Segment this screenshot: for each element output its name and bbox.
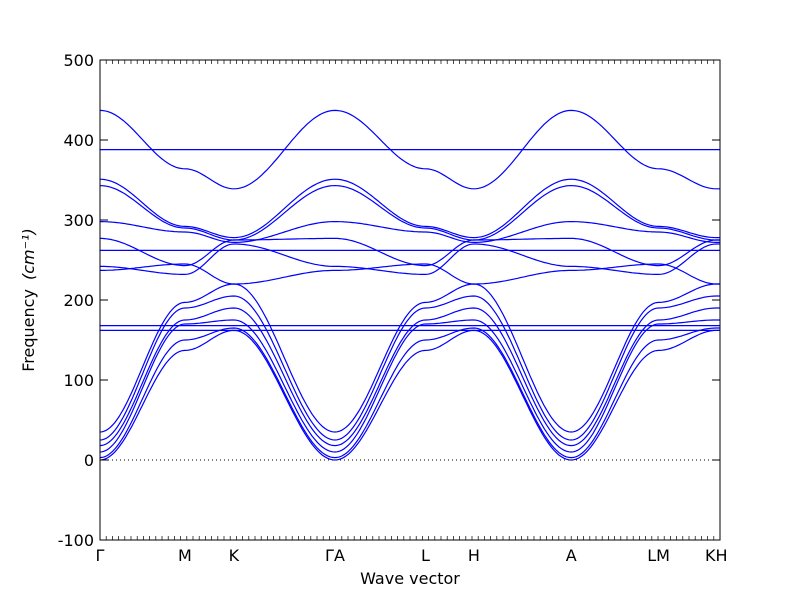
y-tick-label: 400 <box>63 131 94 150</box>
band-line-band-6 <box>99 283 720 433</box>
band-line-band-12 <box>99 178 720 239</box>
band-line-acoustic-1 <box>99 329 720 461</box>
x-tick-label: L <box>421 546 430 565</box>
y-axis-label-unit: (cm⁻¹) <box>19 228 38 280</box>
x-tick-label: A <box>566 546 577 565</box>
band-line-acoustic-3 <box>99 319 720 453</box>
band-line-band-9 <box>100 237 720 267</box>
band-line-band-10 <box>100 221 720 243</box>
bands-layer <box>99 109 720 461</box>
band-line-band-4 <box>99 307 720 447</box>
y-axis-label-text: Frequency <box>19 289 38 372</box>
y-tick-label: 200 <box>63 291 94 310</box>
band-line-band-13 <box>99 109 720 190</box>
plot-frame <box>99 59 721 541</box>
x-tick-label: K <box>229 546 240 565</box>
x-tick-label: M <box>178 546 192 565</box>
plot-background <box>100 60 720 540</box>
x-axis-label: Wave vector <box>360 569 460 588</box>
band-line-band-8 <box>100 243 720 275</box>
y-tick-label: 300 <box>63 211 94 230</box>
band-line-band-7 <box>100 263 720 285</box>
y-tick-label: -100 <box>58 531 94 550</box>
x-tick-label: ΓA <box>325 546 345 565</box>
x-tick-label: LM <box>647 546 670 565</box>
x-tick-label: KH <box>705 546 728 565</box>
y-tick-label: 100 <box>63 371 94 390</box>
y-tick-label: 0 <box>84 451 94 470</box>
x-tick-label: H <box>468 546 480 565</box>
x-tick-label: Γ <box>96 546 105 565</box>
y-tick-label: 500 <box>63 51 94 70</box>
band-line-band-11 <box>99 184 720 241</box>
y-axis-label: Frequency (cm⁻¹) <box>19 228 38 371</box>
band-line-acoustic-2 <box>99 327 720 459</box>
band-line-band-5 <box>99 295 720 441</box>
